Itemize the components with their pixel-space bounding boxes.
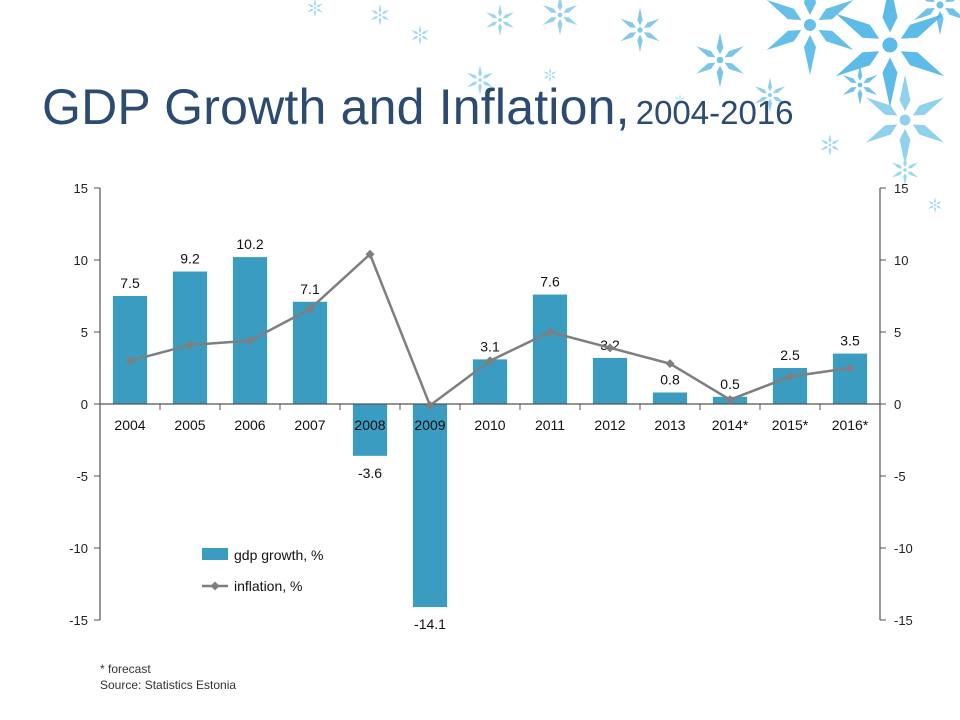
bar-gdp-2010 [472,359,508,404]
bar-gdp-2006 [232,257,268,404]
x-tick-label: 2009 [414,417,445,433]
x-tick-label: 2013 [654,417,685,433]
bar-data-label: 3.5 [840,333,860,349]
inflation-point-2010 [485,356,495,366]
bar-gdp-2009 [412,404,448,608]
bar-data-label: 7.1 [300,281,320,297]
inflation-point-2008 [365,249,375,259]
legend-label-inflation: inflation, % [234,578,302,594]
y-tick-label-right: 0 [894,397,901,412]
inflation-point-2004 [125,356,135,366]
bar-gdp-2004 [112,296,148,404]
bar-data-label: 2.5 [780,347,800,363]
inflation-point-2013 [665,359,675,369]
y-tick-label-left: 5 [81,325,88,340]
legend-swatch-inflation-marker [210,581,220,591]
y-tick-label-left: 0 [81,397,88,412]
bar-data-label: -3.6 [358,465,382,481]
bar-gdp-2013 [652,392,688,404]
title-main: GDP Growth and Inflation, [42,79,630,135]
bar-gdp-2012 [592,357,628,404]
x-tick-label: 2007 [294,417,325,433]
bar-data-label: 3.1 [480,338,500,354]
bar-data-label: 7.6 [540,274,560,290]
x-tick-label: 2011 [535,417,565,433]
y-tick-label-left: 15 [74,181,88,196]
inflation-point-2016* [845,363,855,373]
inflation-point-2012 [605,343,615,353]
x-tick-label: 2014* [712,417,749,433]
inflation-point-2015* [785,372,795,382]
inflation-point-2006 [245,336,255,346]
y-tick-label-left: -15 [69,613,88,628]
x-tick-label: 2016* [832,417,869,433]
footnote-block: * forecast Source: Statistics Estonia [100,661,236,693]
y-tick-label-right: 10 [894,253,908,268]
y-tick-label-right: -10 [894,541,913,556]
x-tick-label: 2015* [772,417,809,433]
bar-gdp-2008 [352,404,388,456]
y-tick-label-right: -15 [894,613,913,628]
bar-data-label: 0.5 [720,376,740,392]
bar-data-label: 10.2 [236,236,263,252]
y-tick-label-left: -5 [76,469,88,484]
legend-label-gdp: gdp growth, % [234,547,324,563]
y-tick-label-left: 10 [74,253,88,268]
y-tick-label-right: 5 [894,325,901,340]
inflation-point-2014* [725,395,735,405]
y-tick-label-right: 15 [894,181,908,196]
y-tick-label-left: -10 [69,541,88,556]
page-title: GDP Growth and Inflation, 2004-2016 [42,78,794,136]
bar-gdp-2011 [532,294,568,404]
bar-gdp-2005 [172,271,208,404]
bar-data-label: 9.2 [180,251,200,267]
x-tick-label: 2005 [174,417,205,433]
x-tick-label: 2006 [234,417,265,433]
forecast-note: * forecast [100,662,151,676]
bar-data-label: 0.8 [660,371,680,387]
legend-swatch-gdp [202,548,228,560]
x-tick-label: 2012 [594,417,625,433]
source-note: Source: Statistics Estonia [100,678,237,692]
bar-gdp-2007 [292,301,328,404]
inflation-point-2007 [305,304,315,314]
x-tick-label: 2004 [114,417,145,433]
x-tick-label: 2008 [354,417,385,433]
bar-data-label: 7.5 [120,275,140,291]
y-tick-label-right: -5 [894,469,906,484]
inflation-point-2005 [185,340,195,350]
inflation-point-2009 [425,400,435,410]
inflation-point-2011 [545,327,555,337]
title-years: 2004-2016 [635,94,794,131]
bar-data-label: -14.1 [414,616,446,632]
x-tick-label: 2010 [474,417,505,433]
bar-gdp-2016* [832,353,868,404]
